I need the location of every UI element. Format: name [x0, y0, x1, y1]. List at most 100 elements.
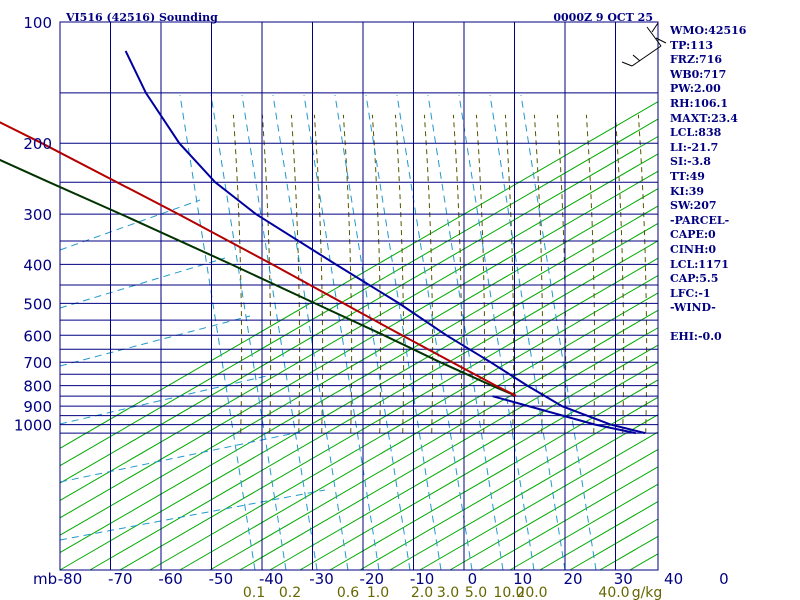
stat-line: LFC:-1: [670, 286, 711, 300]
dewpoint-curve: [0, 158, 517, 397]
mixing-ratio-line: [334, 94, 411, 571]
mixing-ratio-line: [59, 199, 201, 251]
mixing-ratio-label: 3.0: [437, 585, 459, 600]
dry-adiabat: [569, 518, 659, 571]
plot-frame: [59, 21, 659, 571]
grid: [59, 21, 659, 571]
stat-line: LCL:838: [670, 126, 722, 140]
temperature-curve: [0, 121, 517, 397]
temperature-tick-label: -70: [108, 570, 133, 588]
mixing-ratio-line: [59, 257, 226, 309]
mixing-ratio-label: 2.0: [411, 585, 433, 600]
parcel-lower-curve: [492, 395, 636, 435]
pressure-tick-label: 700: [23, 354, 52, 372]
dry-adiabat: [89, 240, 659, 571]
mixing-ratio-line: [365, 94, 442, 571]
dry-adiabat: [179, 292, 659, 571]
mixing-ratio-label: 5.0: [465, 585, 487, 600]
pressure-tick-label: 300: [23, 206, 52, 224]
pressure-tick-label: 400: [23, 256, 52, 274]
dry-adiabat: [359, 396, 659, 571]
pressure-tick-label: 800: [23, 378, 52, 396]
pressure-tick-label: 1000: [14, 417, 52, 435]
temperature-tick-label: 0: [719, 570, 729, 588]
stat-line: LI:-21.7: [670, 140, 719, 154]
temperature-tick-label: -10: [410, 570, 435, 588]
moist-adiabat: [290, 114, 301, 434]
temperature-tick-label: 40: [664, 570, 683, 588]
dry-adiabat: [479, 466, 659, 571]
dry-adiabat: [59, 153, 659, 501]
pressure-tick-label: 500: [23, 295, 52, 313]
mixing-ratio-line: [59, 431, 301, 483]
mixing-ratio-label: 40.0: [598, 585, 629, 600]
moist-adiabat: [475, 114, 486, 434]
moist-adiabat: [533, 114, 544, 434]
stat-line: KI:39: [670, 184, 705, 198]
temperature-tick-label: -20: [360, 570, 385, 588]
temperature-tick-label: -60: [158, 570, 183, 588]
mixing-ratio-label: 10.0: [493, 585, 524, 600]
mixing-ratio-line: [427, 94, 504, 571]
dry-adiabat: [59, 222, 659, 571]
temperature-tick-label: 20: [563, 570, 582, 588]
observation-time: 0000Z 9 OCT 25: [553, 11, 653, 24]
stat-line: WB0:717: [670, 67, 727, 81]
mixing-ratio-line: [458, 94, 535, 571]
profiles: [0, 50, 646, 435]
stat-line: CAPE:0: [670, 228, 716, 242]
moist-adiabat: [452, 114, 463, 434]
mixing-ratio-line: [396, 94, 473, 571]
parcel-curve: [124, 50, 646, 435]
stat-line: CINH:0: [670, 242, 717, 256]
mixing-ratio-line: [272, 94, 349, 571]
mixing-ratio-line: [59, 315, 251, 367]
stats-panel: WMO:42516 TP:113 FRZ:716 WB0:717 PW:2.00 RH:1…: [670, 24, 746, 345]
dry-adiabat: [539, 501, 659, 571]
dry-adiabat: [449, 449, 659, 571]
dry-adiabat: [509, 483, 659, 571]
dry-adiabat: [149, 275, 659, 571]
mixing-ratio-label: g/kg: [632, 585, 663, 600]
moist-adiabat: [371, 114, 382, 434]
temperature-tick-label: 30: [614, 570, 633, 588]
dry-adiabat: [599, 535, 659, 571]
pressure-tick-label: 600: [23, 327, 52, 345]
dry-adiabat: [119, 257, 659, 571]
temperature-tick-label: -40: [259, 570, 284, 588]
station-title: VI516 (42516) Sounding: [65, 11, 218, 24]
stat-line: CAP:5.5: [670, 272, 719, 286]
mixing-ratio-line: [179, 94, 256, 571]
temperature-tick-label: 10: [513, 570, 532, 588]
mixing-ratio-line: [59, 373, 276, 425]
moist-adiabat: [504, 114, 515, 434]
pressure-tick-label: 900: [23, 398, 52, 416]
mixing-ratio-label: 0.6: [337, 585, 359, 600]
temperature-tick-label: -50: [209, 570, 234, 588]
mixing-ratio-line: [520, 94, 597, 571]
dry-adiabat: [59, 170, 659, 519]
mixing-ratio-label: 1.0: [367, 585, 389, 600]
stat-line: EHI:-0.0: [670, 330, 722, 344]
moist-adiabat: [342, 114, 353, 434]
pressure-unit-label: mb: [33, 570, 57, 588]
stat-line: -WIND-: [670, 301, 716, 315]
temperature-tick-label: 0: [468, 570, 478, 588]
temperature-tick-label: -30: [309, 570, 334, 588]
mixing-ratio-lines: [59, 94, 597, 571]
dry-adiabat: [239, 327, 659, 571]
dry-adiabat: [389, 414, 659, 571]
mixing-ratio-label: 0.2: [279, 585, 301, 600]
moist-adiabat: [614, 114, 625, 434]
stat-line: PW:2.00: [670, 82, 721, 96]
stat-line: -PARCEL-: [670, 213, 730, 227]
moist-adiabat: [232, 114, 243, 434]
dry-adiabat: [59, 136, 659, 484]
temperature-tick-label: -80: [58, 570, 83, 588]
dry-adiabat: [209, 309, 659, 571]
stat-line: [670, 316, 746, 331]
mixing-ratio-line: [303, 94, 380, 571]
moist-adiabat: [313, 114, 324, 434]
